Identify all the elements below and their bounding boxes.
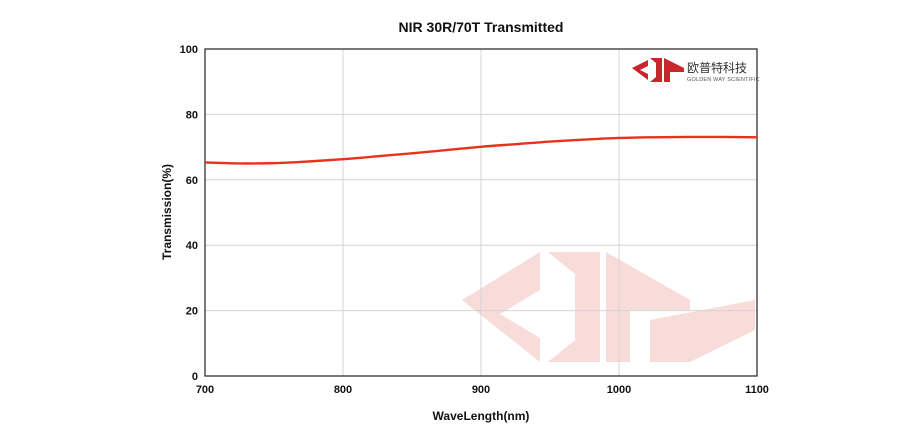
- y-tick-label: 20: [186, 306, 198, 318]
- x-tick-labels: 700 800 900 1000 1100: [196, 384, 769, 396]
- transmission-line-0: [204, 135, 758, 165]
- watermark-logo: [462, 252, 755, 362]
- y-tick-labels: 0 20 40 60 80 100: [180, 44, 198, 383]
- logo-mark-middle: [650, 58, 662, 82]
- logo-mark-right: [664, 58, 684, 82]
- x-tick-label: 1000: [607, 384, 631, 396]
- grid: [205, 49, 757, 376]
- x-tick-label: 700: [196, 384, 214, 396]
- y-tick-label: 80: [186, 109, 198, 121]
- chart-title: NIR 30R/70T Transmitted: [399, 19, 564, 35]
- y-tick-label: 0: [192, 371, 198, 383]
- y-tick-label: 100: [180, 44, 198, 56]
- y-tick-label: 40: [186, 240, 198, 252]
- x-tick-label: 800: [334, 384, 352, 396]
- logo-mark-left: [632, 60, 648, 80]
- y-tick-label: 60: [186, 175, 198, 187]
- x-axis-label: WaveLength(nm): [433, 409, 530, 423]
- brand-name-en: GOLDEN WAY SCIENTIFIC: [687, 77, 760, 83]
- plot-frame: [204, 48, 758, 377]
- brand-name-cn: 欧普特科技: [687, 60, 747, 75]
- series-group: [204, 135, 758, 165]
- x-tick-label: 900: [472, 384, 490, 396]
- x-tick-label: 1100: [745, 384, 769, 396]
- y-axis-label: Transmission(%): [160, 164, 174, 260]
- brand-logo: 欧普特科技 GOLDEN WAY SCIENTIFIC: [632, 58, 760, 83]
